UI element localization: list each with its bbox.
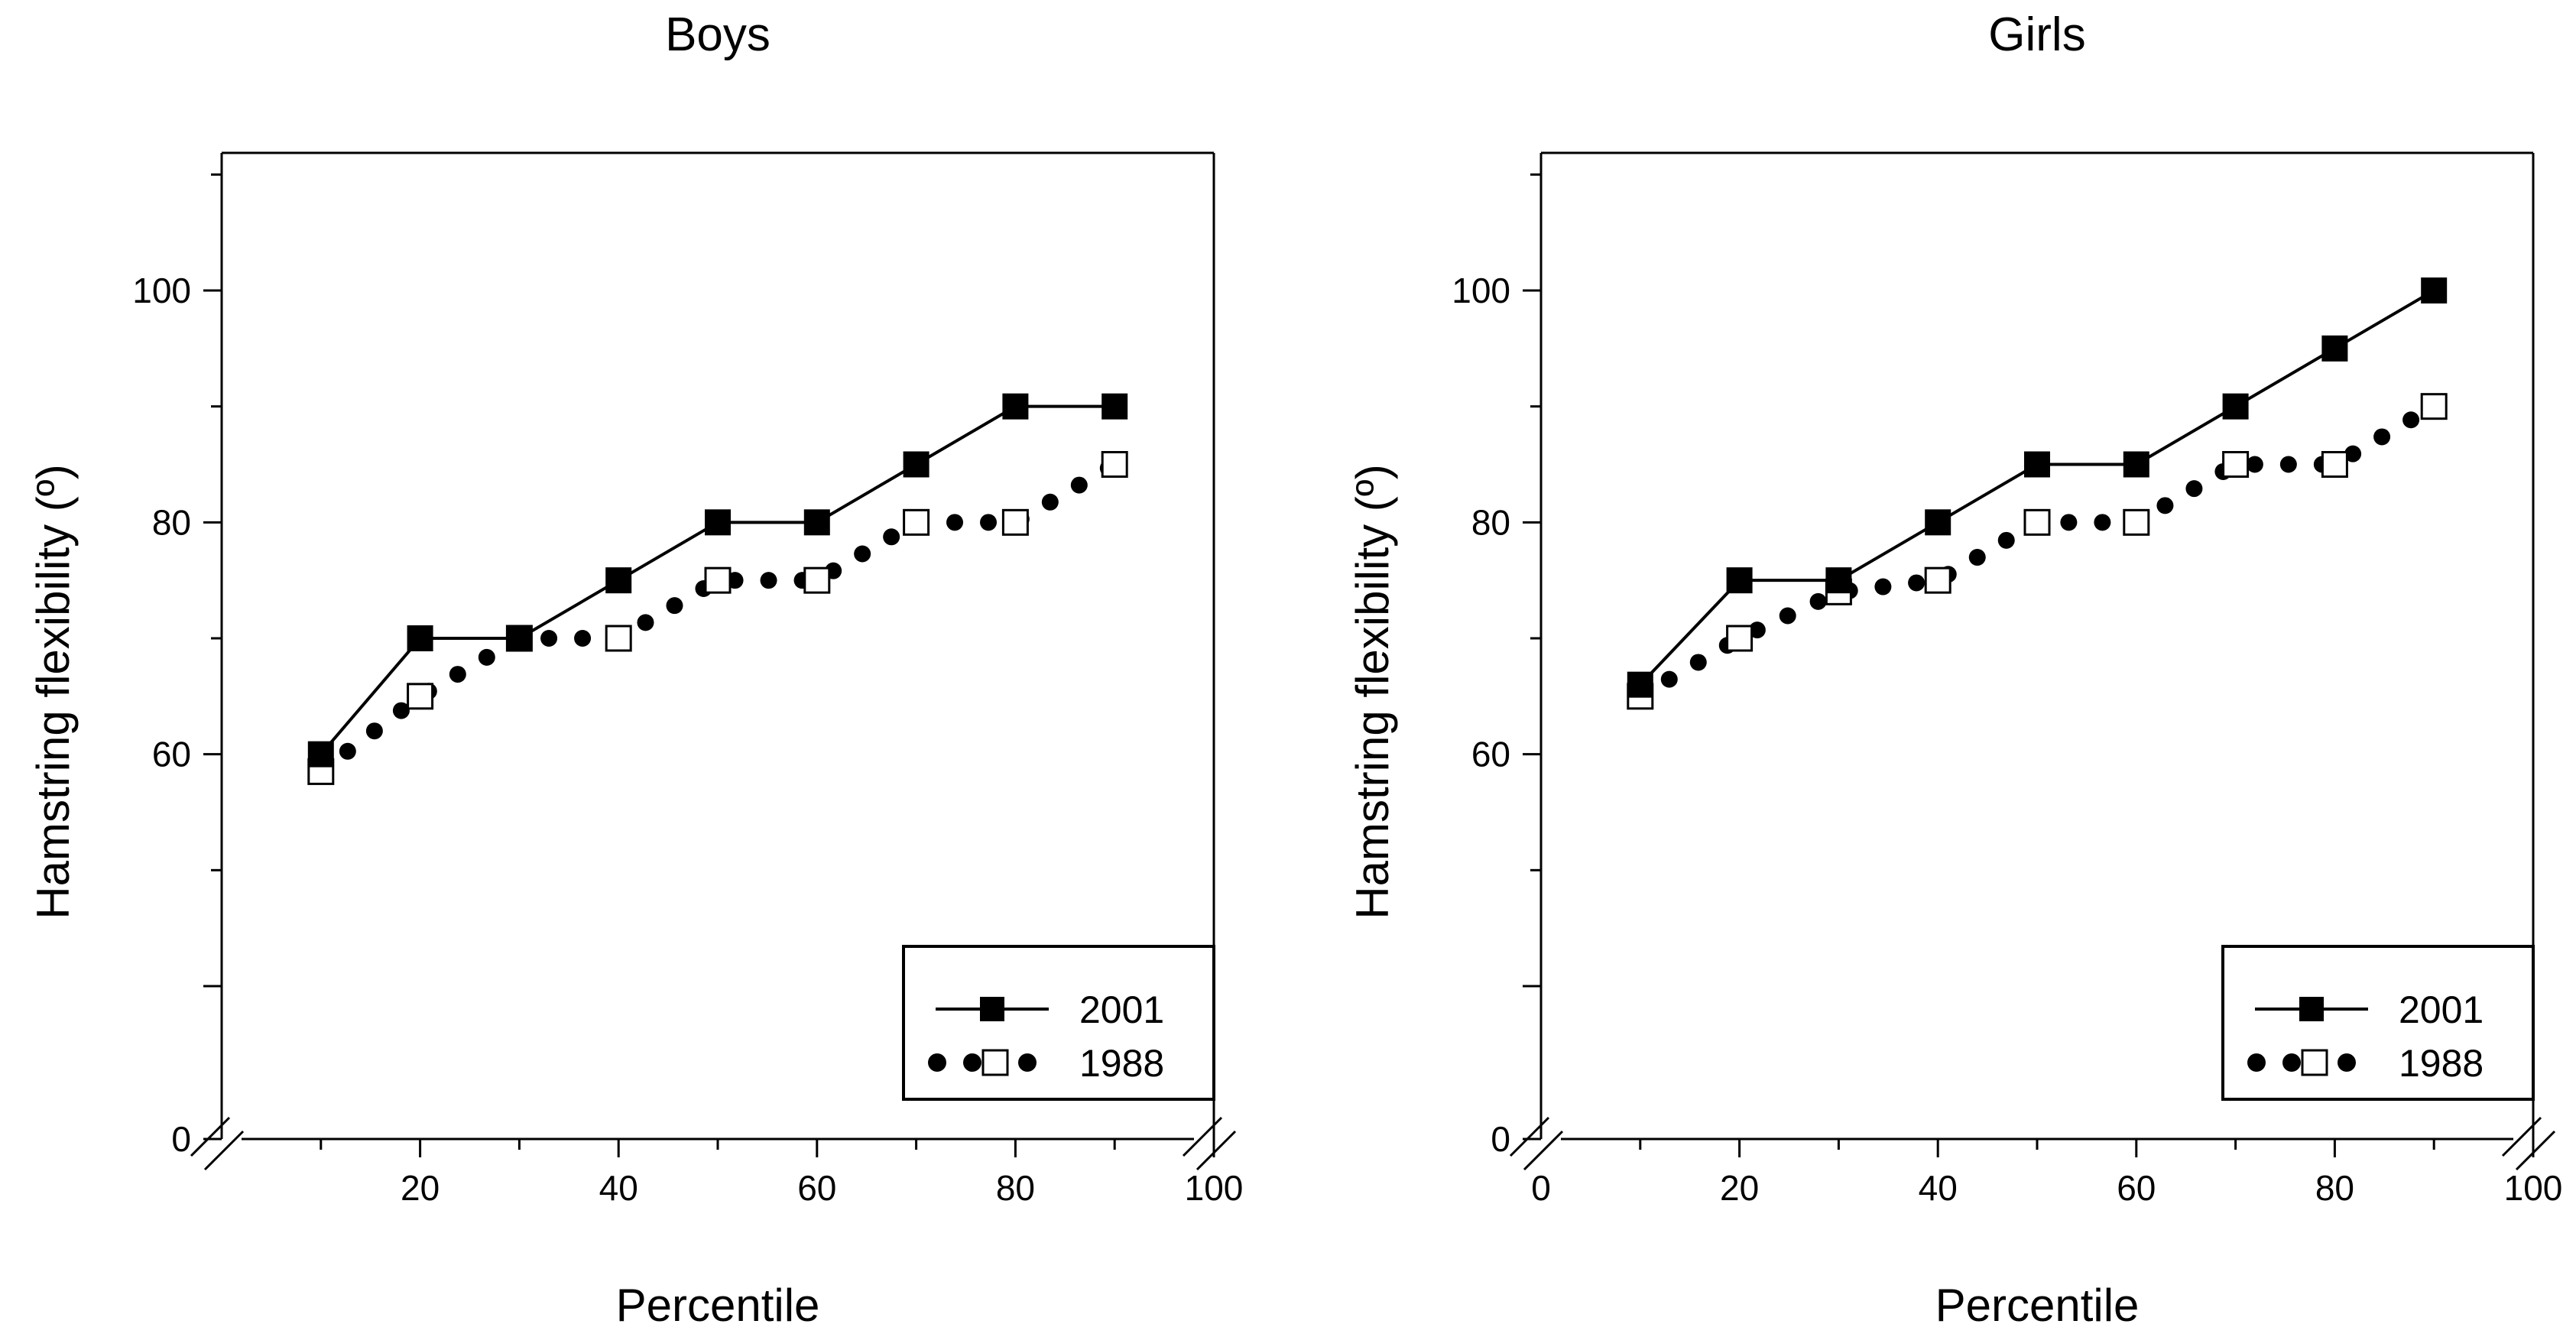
boys-legend-1988-marker (981, 1049, 1009, 1076)
girls-series-2001-point-50 (2024, 451, 2050, 478)
girls-x-tick-label-100: 100 (2504, 1168, 2563, 1208)
boys-y-label: Hamstring flexibility (º) (28, 464, 79, 919)
boys-series-2001-point-10 (307, 741, 334, 767)
boys-series-2001-point-90 (1101, 393, 1128, 420)
girls-title: Girls (1988, 8, 2085, 61)
boys-x-tick-label-100: 100 (1185, 1168, 1244, 1208)
boys-series-1988-point-90 (1101, 451, 1128, 478)
girls-series-1988-line (1631, 398, 2443, 705)
boys-series-1988-point-40 (605, 625, 632, 652)
girls-series-2001-point-60 (2123, 451, 2149, 478)
girls-y-tick-label-60: 60 (1471, 735, 1510, 774)
girls-break-mark-1b (2515, 1130, 2556, 1171)
boys-y-tick-label-100: 100 (132, 271, 191, 310)
boys-series-1988-point-70 (903, 508, 930, 536)
girls-series-1988-point-40 (1924, 566, 1951, 594)
boys-series-1988-line (312, 456, 1124, 780)
boys-legend-2001-label: 2001 (1079, 988, 1164, 1031)
girls-legend-1988-dot-1 (2282, 1053, 2301, 1072)
girls-x-tick-label-40: 40 (1919, 1168, 1958, 1208)
girls-y-tick-label-100: 100 (1452, 271, 1510, 310)
boys-x-tick-label-80: 80 (996, 1168, 1035, 1208)
girls-series-2001-point-30 (1825, 567, 1852, 594)
boys-legend-box (902, 945, 1215, 1101)
girls-x-tick-label-20: 20 (1720, 1168, 1759, 1208)
girls-series-1988-point-50 (2023, 508, 2051, 536)
boys-legend-2001-marker (980, 997, 1004, 1021)
boys-series-2001-point-60 (803, 509, 830, 536)
girls-legend-1988-dot-2 (2338, 1053, 2356, 1072)
boys-panel: 0 60 80 100 20 40 60 80 100 Boys Percentile Hamstri… (28, 8, 1243, 1331)
boys-series-2001-point-40 (605, 567, 632, 594)
girls-series-2001-point-20 (1726, 567, 1753, 594)
girls-y-label: Hamstring flexibility (º) (1347, 464, 1398, 919)
girls-series-1988-point-80 (2321, 451, 2348, 478)
boys-x-tick-label-60: 60 (797, 1168, 836, 1208)
girls-series-2001-point-10 (1627, 671, 1653, 698)
girls-series-2001-point-70 (2222, 393, 2249, 420)
boys-series-1988-point-50 (704, 566, 732, 594)
boys-series-1988-point-20 (407, 683, 434, 710)
girls-series-2001-point-90 (2421, 277, 2448, 303)
girls-series-2001-point-80 (2321, 335, 2348, 362)
girls-x-tick-label-60: 60 (2117, 1168, 2156, 1208)
girls-legend-1988-dot-0 (2247, 1053, 2266, 1072)
girls-series-1988-point-20 (1726, 625, 1754, 652)
girls-y-tick-label-0: 0 (1491, 1119, 1510, 1159)
boys-break-mark-0b (203, 1130, 245, 1171)
boys-x-label: Percentile (616, 1280, 820, 1331)
boys-series-1988-point-80 (1001, 508, 1029, 536)
boys-series-2001-point-80 (1002, 393, 1029, 420)
girls-break-mark-1a (2501, 1116, 2542, 1157)
boys-legend-1988-dot-1 (963, 1053, 981, 1072)
girls-x-label: Percentile (1935, 1280, 2140, 1331)
boys-legend-1988-dot-2 (1018, 1053, 1037, 1072)
boys-legend-1988-label: 1988 (1079, 1042, 1164, 1085)
boys-break-mark-1b (1196, 1130, 1237, 1171)
boys-series-2001-point-30 (506, 625, 533, 651)
girls-series-1988-point-70 (2222, 451, 2250, 478)
girls-series-1988-point-60 (2123, 508, 2150, 536)
girls-y-tick-label-80: 80 (1471, 502, 1510, 542)
girls-series-2001-point-40 (1925, 509, 1951, 536)
boys-legend-1988-dot-0 (928, 1053, 946, 1072)
girls-legend-1988-label: 1988 (2399, 1042, 2484, 1085)
boys-break-mark-0a (190, 1116, 231, 1157)
girls-legend-2001-label: 2001 (2399, 988, 2484, 1031)
boys-x-tick-label-40: 40 (599, 1168, 638, 1208)
girls-legend-1988-marker (2301, 1049, 2328, 1076)
girls-x-tick-label-0: 0 (1531, 1168, 1551, 1208)
girls-series-1988-point-90 (2420, 393, 2448, 420)
boys-title: Boys (665, 8, 771, 61)
girls-panel: 0 60 80 100 0 20 40 60 80 100 Girls Percentile Hamst… (1347, 8, 2562, 1331)
boys-y-tick-label-80: 80 (152, 502, 191, 542)
boys-series-1988-point-60 (803, 566, 831, 594)
boys-series-2001-point-50 (705, 509, 731, 536)
boys-series-2001-point-20 (407, 625, 433, 651)
girls-break-mark-0a (1509, 1116, 1550, 1157)
girls-legend-2001-marker (2299, 997, 2324, 1021)
girls-x-tick-label-80: 80 (2315, 1168, 2354, 1208)
girls-break-mark-0b (1523, 1130, 1564, 1171)
girls-legend-box (2221, 945, 2535, 1101)
boys-series-2001-point-70 (903, 451, 930, 478)
boys-y-tick-label-0: 0 (171, 1119, 191, 1159)
boys-y-tick-label-60: 60 (152, 735, 191, 774)
boys-x-tick-label-20: 20 (401, 1168, 440, 1208)
boys-break-mark-1a (1182, 1116, 1223, 1157)
